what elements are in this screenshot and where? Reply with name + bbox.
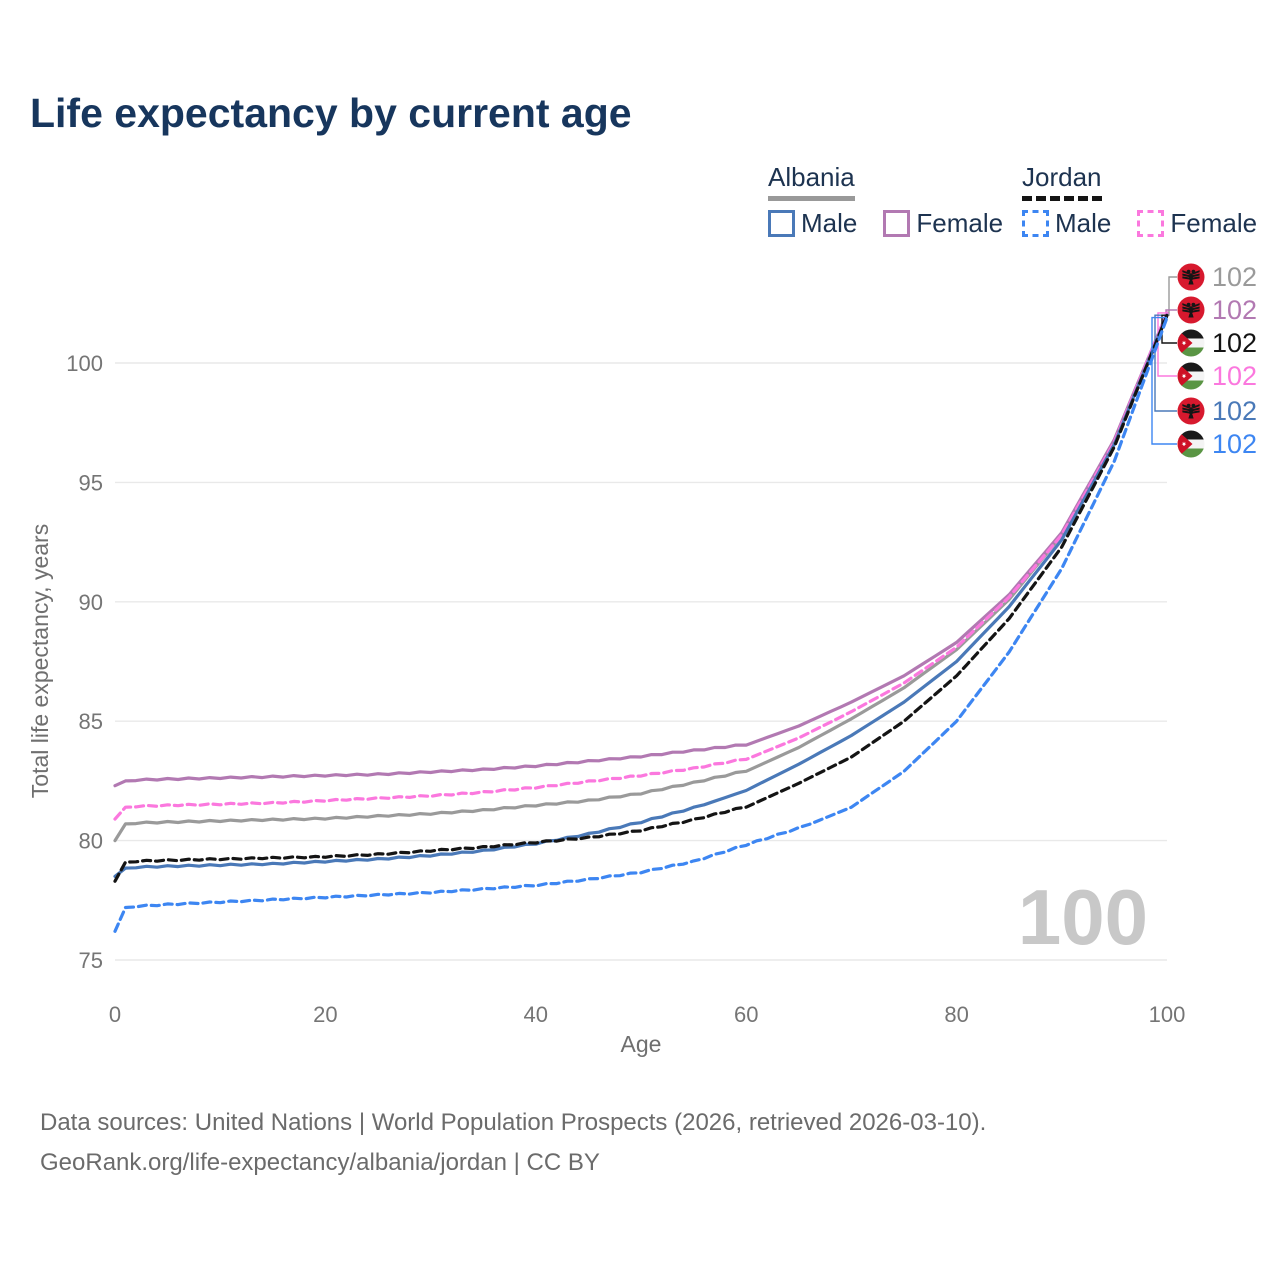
legend-item-jordan-male[interactable]: Male [1022, 208, 1111, 239]
series-line-albania-female [113, 311, 1169, 788]
jordan-flag-icon [1177, 329, 1205, 357]
y-tick-label-90: 90 [79, 590, 103, 615]
jordan-male-swatch-icon [1022, 210, 1049, 237]
series-line-albania-male [113, 313, 1169, 878]
leader-line-jordan-all [1161, 314, 1177, 344]
x-tick-label-20: 20 [313, 1002, 337, 1027]
legend-items-jordan: Male Female [1022, 208, 1257, 239]
y-tick-label-80: 80 [79, 829, 103, 854]
end-value-label-jordan-all: 102 [1212, 328, 1257, 358]
jordan-flag-icon [1177, 430, 1205, 458]
series-line-jordan-male [113, 316, 1169, 933]
legend-country-albania: Albania [768, 162, 855, 201]
jordan-flag-icon [1177, 362, 1205, 390]
footer-sources-line: Data sources: United Nations | World Pop… [40, 1109, 987, 1136]
series-line-albania-all [113, 313, 1169, 843]
leader-line-albania-male [1154, 314, 1177, 412]
y-tick-label-95: 95 [79, 470, 103, 495]
leader-line-jordan-male [1151, 316, 1177, 445]
end-value-label-jordan-male: 102 [1212, 429, 1257, 459]
end-value-label-albania-female: 102 [1212, 295, 1257, 325]
legend-country-jordan: Jordan [1022, 162, 1102, 201]
legend-group-jordan: Jordan Male Female [1022, 162, 1257, 239]
page-title: Life expectancy by current age [30, 90, 632, 136]
albania-flag-icon [1177, 263, 1205, 291]
jordan-female-swatch-icon [1137, 210, 1165, 237]
albania-male-swatch-icon [768, 210, 795, 237]
legend-item-label: Female [916, 208, 1004, 238]
footer: Data sources: United Nations | World Pop… [40, 1103, 986, 1183]
y-axis-title: Total life expectancy, years [27, 524, 53, 798]
legend-item-label: Female [1170, 208, 1258, 238]
y-tick-label-100: 100 [66, 351, 103, 376]
y-tick-label-75: 75 [79, 948, 103, 973]
legend-items-albania: Male Female [768, 208, 1003, 239]
albania-flag-icon [1177, 397, 1205, 425]
series-line-jordan-all [113, 313, 1169, 883]
end-value-label-jordan-female: 102 [1212, 361, 1257, 391]
albania-flag-icon [1177, 296, 1205, 324]
legend-item-albania-female[interactable]: Female [883, 208, 1003, 239]
legend: Albania Male Female Jordan Male Female [0, 162, 1280, 242]
end-value-label-albania-all: 102 [1212, 262, 1257, 292]
leader-line-jordan-female [1157, 312, 1177, 377]
x-tick-label-80: 80 [944, 1002, 968, 1027]
end-value-label-albania-male: 102 [1212, 396, 1257, 426]
x-tick-label-40: 40 [524, 1002, 548, 1027]
legend-item-label: Male [801, 208, 858, 238]
y-tick-label-85: 85 [79, 709, 103, 734]
footer-attribution-line: GeoRank.org/life-expectancy/albania/jord… [40, 1149, 600, 1176]
x-tick-label-100: 100 [1149, 1002, 1186, 1027]
x-tick-label-60: 60 [734, 1002, 758, 1027]
albania-female-swatch-icon [883, 210, 911, 237]
x-axis-title: Age [621, 1031, 662, 1057]
x-tick-label-0: 0 [109, 1002, 121, 1027]
series-line-jordan-female [113, 311, 1169, 821]
legend-item-albania-male[interactable]: Male [768, 208, 857, 239]
legend-item-label: Male [1055, 208, 1112, 238]
age-counter-watermark: 100 [1018, 873, 1148, 961]
legend-group-albania: Albania Male Female [768, 162, 1003, 239]
legend-item-jordan-female[interactable]: Female [1137, 208, 1257, 239]
